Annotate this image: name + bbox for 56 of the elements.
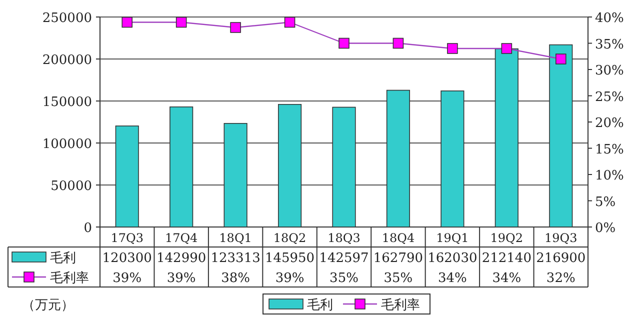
point (392, 38, 404, 49)
y2-tick-label: 10% (595, 168, 624, 184)
x-tick-label: 18Q1 (219, 231, 252, 245)
legend-label: 毛利率 (50, 270, 89, 286)
data-label: 34% (438, 271, 467, 286)
y-tick-label: 50000 (50, 179, 92, 194)
point (447, 43, 458, 54)
x-tick-label: 19Q2 (490, 231, 524, 245)
x-tick-label: 18Q3 (328, 231, 360, 245)
x-tick-label: 17Q3 (110, 231, 144, 245)
data-label: 162790 (373, 251, 424, 266)
y2-tick-label: 15% (595, 142, 624, 158)
x-tick-label: 18Q4 (382, 231, 415, 245)
text: 毛利率 (381, 298, 420, 313)
point (122, 16, 133, 28)
y-tick-label: 200000 (42, 53, 92, 68)
y2-tick-label: 35% (595, 37, 624, 52)
y2-tick-label: 40% (595, 11, 624, 26)
data-label: 212140 (482, 251, 532, 266)
data-label: 39% (275, 271, 304, 286)
point (230, 22, 241, 33)
x-tick-label: 19Q3 (544, 231, 578, 245)
data-label: 162030 (428, 251, 478, 266)
x-tick-label: 18Q2 (273, 231, 306, 245)
data-label: 145950 (264, 251, 315, 266)
legend-label: 毛利 (50, 251, 76, 266)
data-label: 34% (492, 271, 522, 286)
data-label: 142990 (156, 251, 206, 266)
point (338, 38, 350, 49)
x-tick-label: 17Q4 (164, 231, 198, 245)
y2-tick-label: 5% (595, 194, 616, 210)
text: 毛利 (307, 298, 333, 313)
text: （万元） (22, 298, 74, 313)
y-tick-label: 150000 (42, 95, 92, 110)
data-label: 142597 (319, 251, 369, 266)
y-tick-label: 100000 (42, 137, 92, 152)
data-label: 216900 (536, 251, 586, 266)
data-label: 120300 (102, 251, 152, 266)
y2-tick-label: 0% (595, 221, 616, 236)
x-tick-label: 19Q1 (436, 231, 469, 245)
y-tick-label: 250000 (42, 11, 92, 26)
point (176, 16, 187, 28)
data-label: 32% (546, 271, 576, 286)
data-label: 38% (221, 271, 250, 286)
y-tick-label: 0 (84, 221, 92, 236)
point (501, 43, 512, 54)
y2-tick-label: 30% (595, 64, 624, 78)
data-label: 35% (384, 271, 413, 286)
point (284, 16, 296, 28)
point (555, 54, 566, 64)
y2-tick-label: 20% (595, 116, 624, 131)
data-label: 39% (166, 271, 196, 286)
y2-tick-label: 25% (595, 90, 624, 105)
data-label: 39% (112, 271, 142, 286)
data-label: 35% (330, 271, 358, 286)
data-label: 123313 (210, 251, 260, 266)
